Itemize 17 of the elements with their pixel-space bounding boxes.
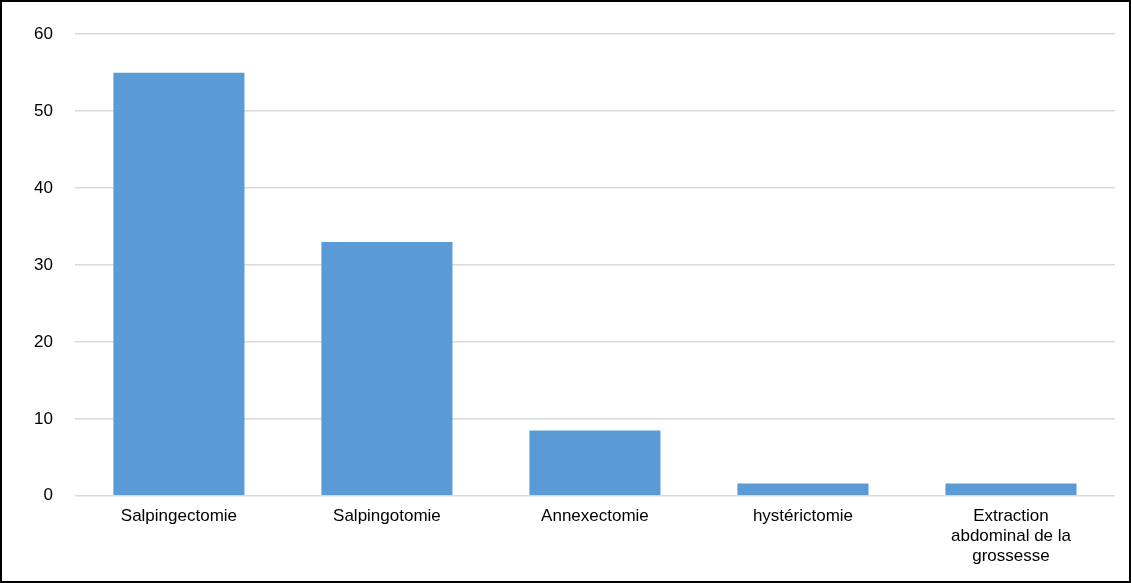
bar — [945, 483, 1077, 496]
bar — [113, 72, 245, 496]
y-tick-label: 30 — [33, 254, 53, 274]
y-tick-label: 50 — [33, 100, 53, 120]
x-tick-label: Salpingectomie — [120, 505, 238, 525]
x-tick-label: hystérictomie — [752, 505, 854, 525]
bar — [529, 430, 661, 496]
y-tick-label: 40 — [33, 177, 53, 197]
x-tick-label: Extraction abdominal de la grossesse — [950, 505, 1072, 566]
y-tick-label: 60 — [33, 23, 53, 43]
y-tick-label: 0 — [43, 485, 53, 505]
y-tick-label: 20 — [33, 331, 53, 351]
bar — [737, 483, 869, 496]
x-tick-label: Annexectomie — [541, 505, 649, 525]
y-tick-label: 10 — [33, 408, 53, 428]
bar — [321, 241, 453, 496]
x-tick-label: Salpingotomie — [333, 505, 441, 525]
